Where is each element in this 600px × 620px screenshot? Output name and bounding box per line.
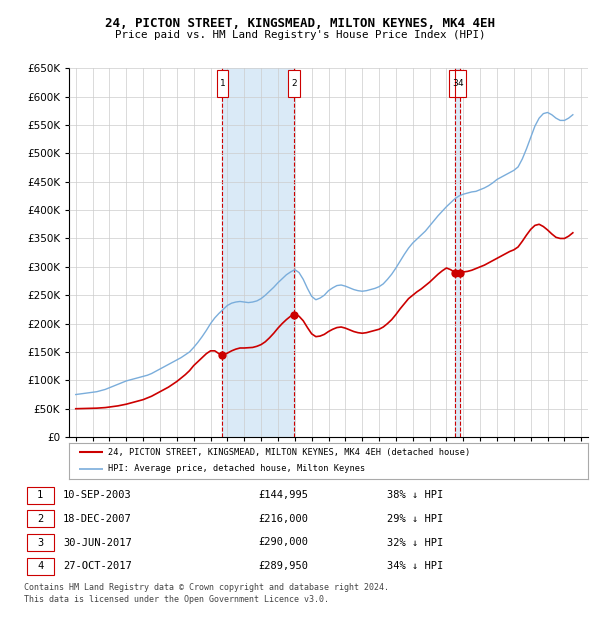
- Text: 10-SEP-2003: 10-SEP-2003: [63, 490, 132, 500]
- Text: 27-OCT-2017: 27-OCT-2017: [63, 561, 132, 571]
- Text: 4: 4: [458, 79, 463, 88]
- Text: 32% ↓ HPI: 32% ↓ HPI: [387, 538, 443, 547]
- Text: 3: 3: [37, 538, 43, 547]
- Text: £216,000: £216,000: [259, 514, 308, 524]
- Text: 34% ↓ HPI: 34% ↓ HPI: [387, 561, 443, 571]
- Text: 1: 1: [37, 490, 43, 500]
- Bar: [223, 68, 294, 437]
- Text: 24, PICTON STREET, KINGSMEAD, MILTON KEYNES, MK4 4EH: 24, PICTON STREET, KINGSMEAD, MILTON KEY…: [105, 17, 495, 30]
- Bar: [449, 70, 461, 97]
- Bar: [217, 70, 228, 97]
- Text: This data is licensed under the Open Government Licence v3.0.: This data is licensed under the Open Gov…: [24, 595, 329, 604]
- Bar: [27, 534, 53, 551]
- Bar: [455, 68, 460, 437]
- Text: 2: 2: [37, 514, 43, 524]
- Text: £289,950: £289,950: [259, 561, 308, 571]
- Bar: [27, 487, 53, 504]
- Text: Contains HM Land Registry data © Crown copyright and database right 2024.: Contains HM Land Registry data © Crown c…: [24, 583, 389, 592]
- Text: 30-JUN-2017: 30-JUN-2017: [63, 538, 132, 547]
- Text: £290,000: £290,000: [259, 538, 308, 547]
- Text: 3: 3: [452, 79, 458, 88]
- Bar: [27, 557, 53, 575]
- Bar: [27, 510, 53, 528]
- Text: 2: 2: [292, 79, 297, 88]
- Text: 38% ↓ HPI: 38% ↓ HPI: [387, 490, 443, 500]
- Bar: [289, 70, 300, 97]
- Text: 24, PICTON STREET, KINGSMEAD, MILTON KEYNES, MK4 4EH (detached house): 24, PICTON STREET, KINGSMEAD, MILTON KEY…: [108, 448, 470, 457]
- Bar: [455, 70, 466, 97]
- Text: HPI: Average price, detached house, Milton Keynes: HPI: Average price, detached house, Milt…: [108, 464, 365, 474]
- Text: £144,995: £144,995: [259, 490, 308, 500]
- Text: Price paid vs. HM Land Registry's House Price Index (HPI): Price paid vs. HM Land Registry's House …: [115, 30, 485, 40]
- Text: 18-DEC-2007: 18-DEC-2007: [63, 514, 132, 524]
- Text: 1: 1: [220, 79, 225, 88]
- Text: 29% ↓ HPI: 29% ↓ HPI: [387, 514, 443, 524]
- Text: 4: 4: [37, 561, 43, 571]
